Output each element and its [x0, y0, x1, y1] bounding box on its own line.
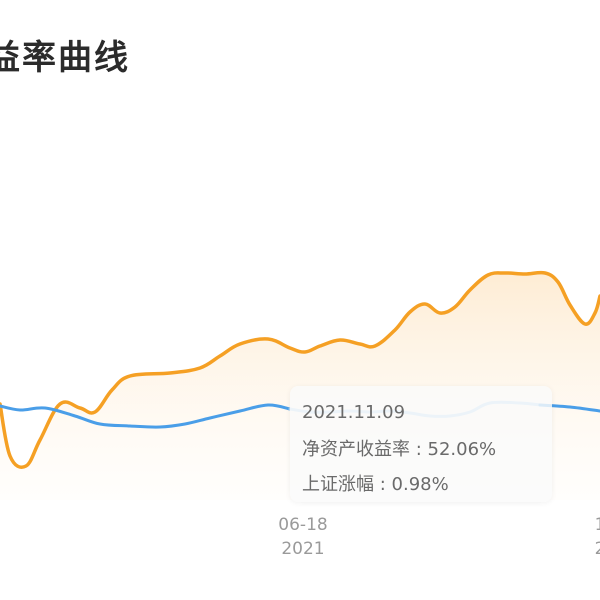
page-title: 益率曲线 [0, 38, 130, 78]
x-tick-year: 2 [595, 539, 600, 559]
tooltip-index-change-label: 上证涨幅 [302, 474, 374, 495]
tooltip-nav-return-label: 净资产收益率 [302, 439, 410, 460]
tooltip-index-change: 上证涨幅 : 0.98% [302, 470, 449, 496]
x-tick-date: 1 [595, 515, 600, 535]
nav-return-line [0, 270, 600, 469]
chart-tooltip: 2021.11.09 净资产收益率 : 52.06% 上证涨幅 : 0.98% [290, 386, 552, 502]
tooltip-separator: : [374, 474, 392, 495]
index-change-line [0, 403, 292, 429]
x-tick-date: 06-18 [278, 515, 327, 535]
tooltip-date: 2021.11.09 [302, 402, 406, 423]
tooltip-nav-return-value: 52.06% [427, 439, 497, 460]
x-tick-year: 2021 [281, 539, 324, 559]
tooltip-index-change-value: 0.98% [391, 474, 449, 495]
tooltip-nav-return: 净资产收益率 : 52.06% [302, 435, 496, 461]
tooltip-separator: : [410, 439, 428, 460]
